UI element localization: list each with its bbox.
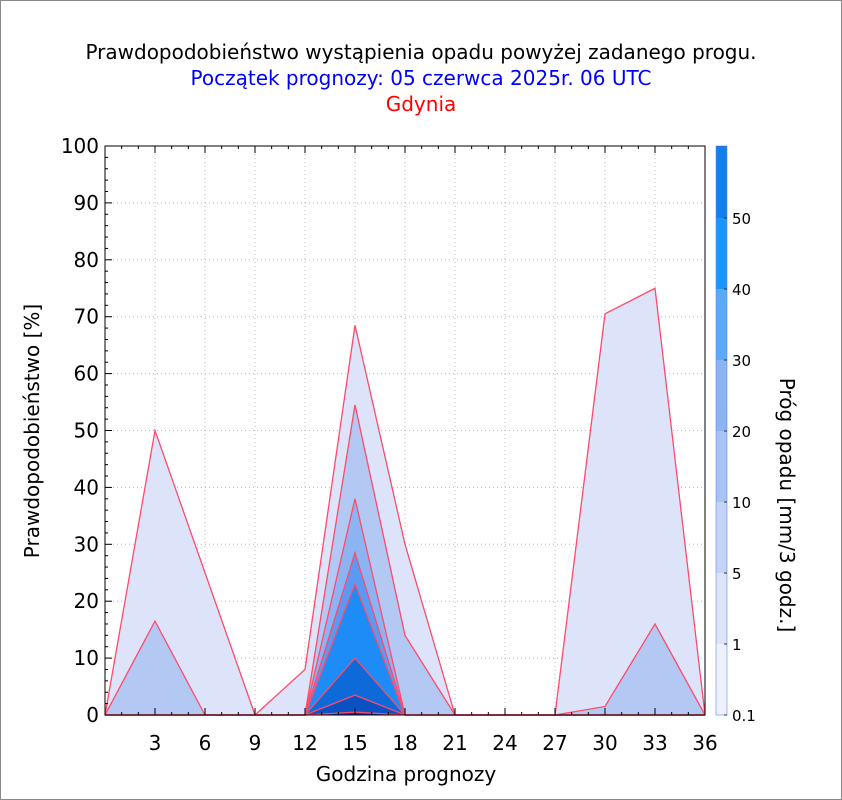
x-tick-label: 30 <box>592 731 617 755</box>
x-tick-label: 18 <box>392 731 417 755</box>
colorbar-label: 40 <box>732 281 751 299</box>
y-tick-label: 100 <box>61 134 99 158</box>
x-tick-label: 33 <box>642 731 667 755</box>
colorbar-band <box>716 146 727 147</box>
y-tick-label: 60 <box>74 362 99 386</box>
y-tick-label: 50 <box>74 419 99 443</box>
outline-threshold-0.1 <box>104 287 706 717</box>
colorbar-band <box>716 644 727 715</box>
chart-title: Prawdopodobieństwo wystąpienia opadu pow… <box>85 40 757 64</box>
y-tick-label: 70 <box>74 305 99 329</box>
tick-marks <box>105 145 706 716</box>
x-tick-label: 12 <box>292 731 317 755</box>
chart-location: Gdynia <box>385 92 457 116</box>
colorbar-label: 30 <box>732 352 751 370</box>
chart-subtitle: Początek prognozy: 05 czerwca 2025r. 06 … <box>190 66 652 90</box>
x-tick-label: 27 <box>542 731 567 755</box>
colorbar-band <box>716 431 727 502</box>
colorbar-band <box>716 360 727 431</box>
area-threshold-1 <box>105 404 705 715</box>
y-tick-label: 20 <box>74 589 99 613</box>
x-tick-label: 9 <box>249 731 262 755</box>
y-tick-label: 30 <box>74 532 99 556</box>
colorbar-label: 0.1 <box>732 707 756 725</box>
area-series <box>104 287 706 717</box>
y-tick-label: 0 <box>86 703 99 727</box>
x-axis-label: Godzina prognozy <box>316 762 497 786</box>
x-tick-label: 15 <box>342 731 367 755</box>
x-tick-label: 36 <box>692 731 717 755</box>
colorbar <box>715 145 728 716</box>
colorbar-band <box>716 502 727 573</box>
colorbar-label: 1 <box>732 636 742 654</box>
colorbar-label: 50 <box>732 210 751 228</box>
colorbar-label: 5 <box>732 565 742 583</box>
colorbar-band <box>716 147 727 218</box>
colorbar-labels: 0.1 1 5 10 20 30 40 50 <box>732 210 756 725</box>
colorbar-band <box>716 289 727 360</box>
x-tick-label: 21 <box>442 731 467 755</box>
y-tick-label: 40 <box>74 475 99 499</box>
x-tick-label: 24 <box>492 731 517 755</box>
colorbar-title: Próg opadu [mm/3 godz.] <box>775 378 799 633</box>
y-tick-label: 80 <box>74 248 99 272</box>
y-tick-label: 10 <box>74 646 99 670</box>
x-tick-label: 6 <box>199 731 212 755</box>
colorbar-band <box>716 573 727 644</box>
y-tick-label: 90 <box>74 191 99 215</box>
x-tick-labels: 3 6 9 12 15 18 21 24 27 30 33 36 <box>149 731 718 755</box>
colorbar-label: 10 <box>732 494 751 512</box>
y-axis-label: Prawdopodobieństwo [%] <box>20 304 44 558</box>
colorbar-band <box>716 218 727 289</box>
y-tick-labels: 0 10 20 30 40 50 60 70 80 90 100 <box>61 134 99 727</box>
colorbar-label: 20 <box>732 423 751 441</box>
x-tick-label: 3 <box>149 731 162 755</box>
